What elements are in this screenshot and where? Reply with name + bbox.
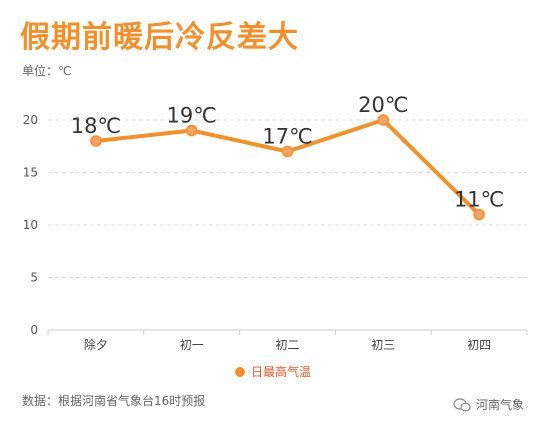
y-tick-label: 15 — [23, 166, 38, 180]
chart-title: 假期前暖后冷反差大 — [20, 20, 299, 55]
data-label: 18℃ — [71, 114, 121, 138]
y-tick-label: 5 — [30, 271, 38, 285]
data-point — [90, 135, 102, 147]
x-tick-label: 初三 — [371, 338, 395, 352]
y-tick-label: 0 — [30, 323, 38, 337]
x-tick-label: 初四 — [467, 338, 491, 352]
data-label: 11℃ — [454, 188, 504, 212]
y-tick-label: 20 — [23, 113, 38, 127]
data-label: 20℃ — [358, 93, 408, 117]
watermark: 河南气象 — [453, 396, 524, 413]
data-point — [281, 145, 294, 158]
chat-bubble-icon — [453, 397, 471, 411]
data-point — [185, 124, 198, 137]
legend-label: 日最高气温 — [251, 364, 311, 379]
data-label: 19℃ — [167, 104, 217, 128]
unit-label: 单位：℃ — [22, 64, 72, 78]
legend-marker — [235, 367, 245, 377]
x-tick-label: 初一 — [180, 338, 204, 352]
y-tick-label: 10 — [23, 218, 38, 232]
data-point — [377, 114, 390, 126]
watermark-text: 河南气象 — [476, 398, 525, 412]
data-label: 17℃ — [262, 125, 312, 149]
x-tick-label: 初二 — [275, 338, 299, 352]
x-tick-label: 除夕 — [84, 337, 108, 352]
data-point — [473, 208, 485, 221]
source-note: 数据：根据河南省气象台16时预报 — [22, 394, 206, 408]
